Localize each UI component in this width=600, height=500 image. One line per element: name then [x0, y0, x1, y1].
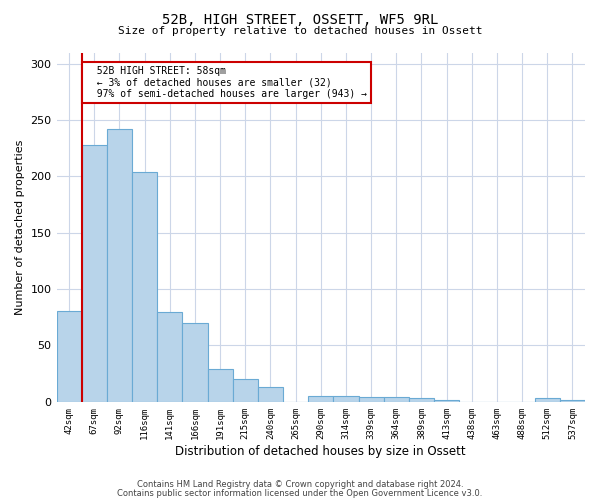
Bar: [359, 398, 383, 402]
Text: Size of property relative to detached houses in Ossett: Size of property relative to detached ho…: [118, 26, 482, 36]
Bar: [56, 310, 82, 402]
Text: Contains HM Land Registry data © Crown copyright and database right 2024.: Contains HM Land Registry data © Crown c…: [137, 480, 463, 489]
Bar: [157, 312, 182, 402]
Text: 52B HIGH STREET: 58sqm
  ← 3% of detached houses are smaller (32)
  97% of semi-: 52B HIGH STREET: 58sqm ← 3% of detached …: [85, 66, 367, 99]
Bar: [434, 400, 459, 402]
Bar: [208, 369, 233, 402]
Bar: [334, 396, 359, 402]
Bar: [535, 398, 560, 402]
Bar: [182, 323, 208, 402]
Bar: [383, 398, 409, 402]
Bar: [258, 387, 283, 402]
Bar: [308, 396, 334, 402]
Text: 52B, HIGH STREET, OSSETT, WF5 9RL: 52B, HIGH STREET, OSSETT, WF5 9RL: [162, 12, 438, 26]
Bar: [560, 400, 585, 402]
Bar: [82, 145, 107, 402]
Bar: [409, 398, 434, 402]
Bar: [107, 129, 132, 402]
Bar: [233, 380, 258, 402]
Text: Contains public sector information licensed under the Open Government Licence v3: Contains public sector information licen…: [118, 488, 482, 498]
Bar: [132, 172, 157, 402]
Y-axis label: Number of detached properties: Number of detached properties: [15, 140, 25, 315]
X-axis label: Distribution of detached houses by size in Ossett: Distribution of detached houses by size …: [175, 444, 466, 458]
